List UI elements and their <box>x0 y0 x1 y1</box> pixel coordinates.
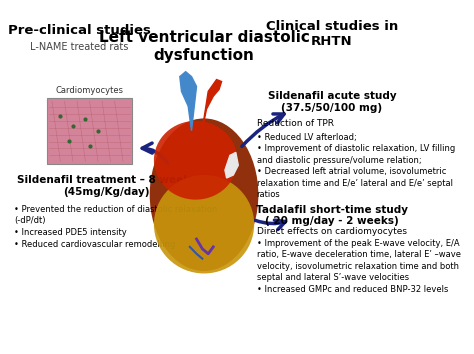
Text: • Reduced LV afterload;
• Improvement of diastolic relaxation, LV filling
and di: • Reduced LV afterload; • Improvement of… <box>257 133 455 199</box>
Polygon shape <box>225 152 238 178</box>
Text: Pre-clinical studies: Pre-clinical studies <box>8 24 151 38</box>
Ellipse shape <box>154 121 237 200</box>
Text: Left ventricular diastolic
dysfunction: Left ventricular diastolic dysfunction <box>99 30 310 63</box>
Text: Sildenafil acute study
(37.5/50/100 mg): Sildenafil acute study (37.5/50/100 mg) <box>267 91 396 113</box>
FancyBboxPatch shape <box>47 98 132 164</box>
Polygon shape <box>202 80 221 129</box>
Text: L-NAME treated rats: L-NAME treated rats <box>30 42 129 52</box>
Text: Tadalafil short-time study
( 20 mg/day - 2 weeks): Tadalafil short-time study ( 20 mg/day -… <box>256 205 408 226</box>
Text: • Improvement of the peak E-wave velocity, E/A
ratio, E-wave deceleration time, : • Improvement of the peak E-wave velocit… <box>257 239 461 294</box>
Text: Sildenafil treatment – 8 weeks
(45mg/Kg/day): Sildenafil treatment – 8 weeks (45mg/Kg/… <box>17 175 196 198</box>
Text: Cardiomyocytes: Cardiomyocytes <box>55 86 124 95</box>
Ellipse shape <box>154 175 254 273</box>
Polygon shape <box>180 72 197 131</box>
Text: Clinical studies in
RHTN: Clinical studies in RHTN <box>266 21 398 48</box>
Text: • Prevented the reduction of diastolic relaxation
(-dP/dt)
• Increased PDE5 inte: • Prevented the reduction of diastolic r… <box>14 205 218 249</box>
Text: Direct effects on cardiomyocytes: Direct effects on cardiomyocytes <box>257 227 407 236</box>
Ellipse shape <box>150 119 258 271</box>
Text: Reduction of TPR: Reduction of TPR <box>257 119 334 128</box>
